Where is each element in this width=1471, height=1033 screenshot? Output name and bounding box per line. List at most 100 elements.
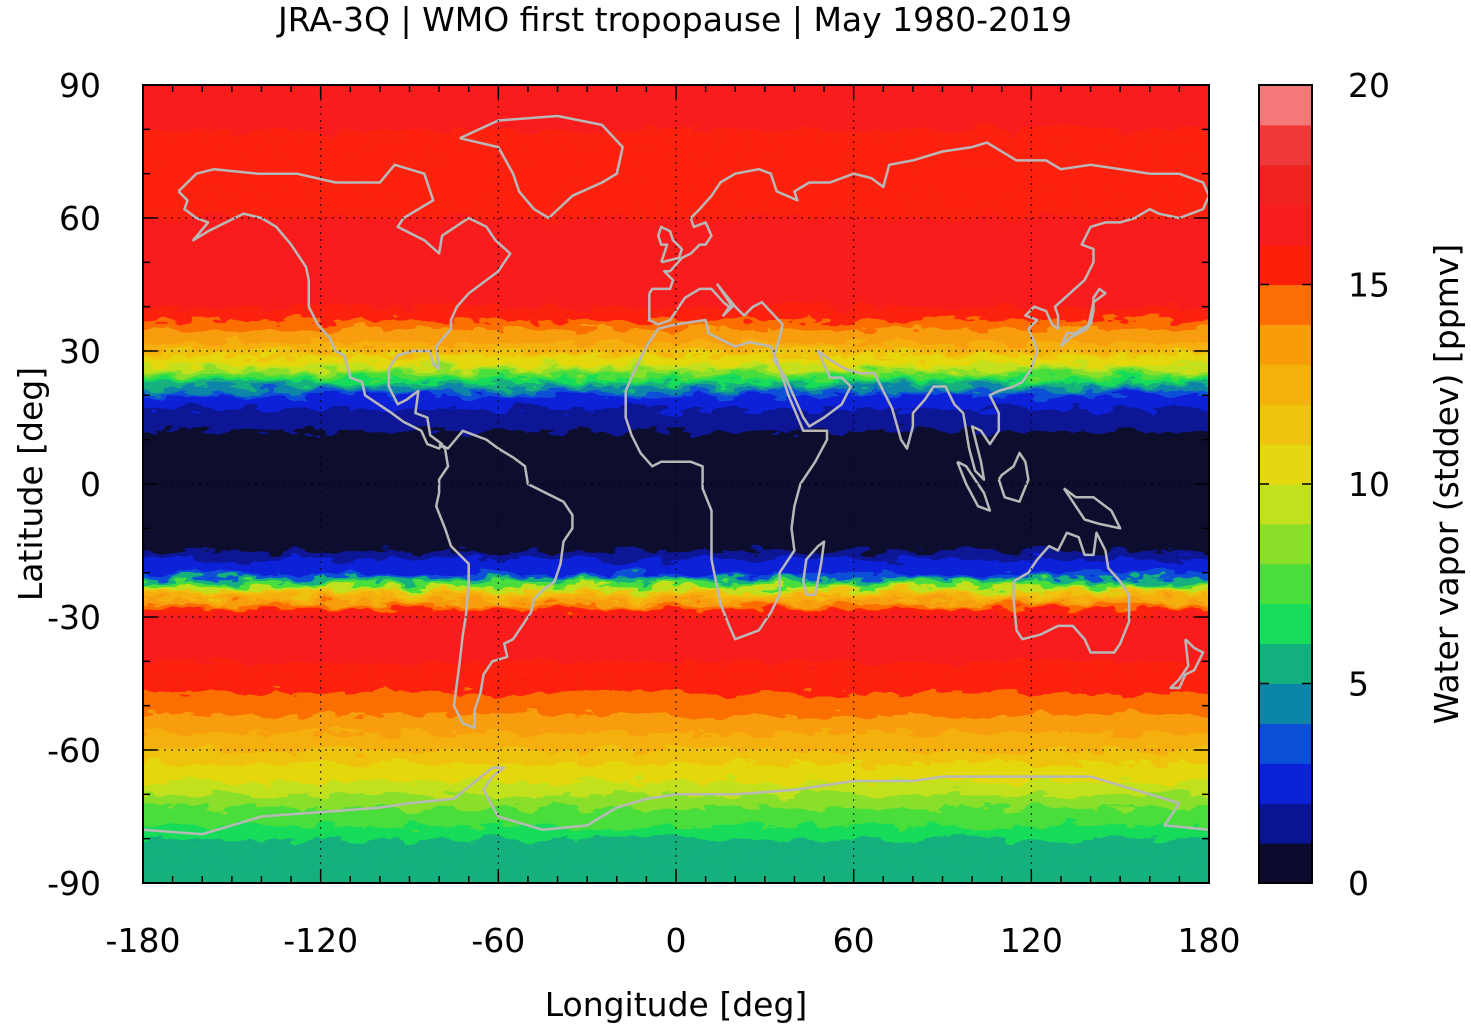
field-band <box>143 576 1209 583</box>
y-tick-label: 60 <box>59 199 101 238</box>
field-band <box>143 434 1209 441</box>
coastline-new-guinea <box>1062 487 1122 530</box>
field-band <box>143 204 1209 210</box>
colorbar-tick-label: 5 <box>1348 665 1369 704</box>
field-band <box>143 820 1209 826</box>
field-band <box>143 164 1209 170</box>
field-band <box>143 620 1209 627</box>
colorbar-level <box>1259 324 1312 365</box>
field-band <box>143 603 1209 609</box>
field-band <box>143 226 1209 232</box>
field-band <box>143 465 1209 472</box>
field-band <box>143 501 1209 507</box>
colorbar-level <box>1259 444 1312 485</box>
field-band <box>143 638 1209 645</box>
field-band <box>143 385 1209 392</box>
field-band <box>143 696 1209 702</box>
field-band <box>143 115 1209 122</box>
coastline-eurasia <box>648 141 1209 481</box>
field-band <box>143 212 1209 219</box>
colorbar-level <box>1259 763 1312 804</box>
colorbar-level <box>1259 164 1312 206</box>
field-band <box>143 337 1209 343</box>
field-band <box>143 572 1209 578</box>
x-tick-label: 60 <box>833 921 875 960</box>
field-band <box>143 549 1209 556</box>
field-band <box>143 793 1209 800</box>
colorbar-level <box>1259 364 1312 405</box>
field-band <box>143 421 1209 427</box>
field-band <box>143 682 1209 689</box>
field-band <box>143 142 1209 148</box>
field-band <box>143 456 1209 463</box>
field-band <box>143 563 1209 569</box>
field-band <box>143 270 1209 277</box>
field-band <box>143 616 1209 623</box>
colorbar-level <box>1259 603 1312 645</box>
field-band <box>143 744 1209 751</box>
field-band <box>143 394 1209 401</box>
field-band <box>143 430 1209 436</box>
coastline-sumatra <box>956 460 992 512</box>
y-tick-label: 0 <box>80 465 101 504</box>
coastline-south-america <box>434 429 574 730</box>
x-axis-label: Longitude [deg] <box>545 985 808 1024</box>
colorbar-level <box>1259 523 1312 565</box>
field-band <box>143 452 1209 458</box>
field-band <box>143 514 1209 521</box>
coastline-new-zealand <box>1169 638 1205 690</box>
field-band <box>143 288 1209 294</box>
field-band <box>143 731 1209 738</box>
field-band <box>143 217 1209 224</box>
y-tick-label: 30 <box>59 332 101 371</box>
field-band <box>143 749 1209 756</box>
field-band <box>143 780 1209 787</box>
field-band <box>143 297 1209 303</box>
field-band <box>143 842 1209 849</box>
field-band <box>143 319 1209 325</box>
field-band <box>143 598 1209 605</box>
field-band <box>143 833 1209 840</box>
field-band <box>143 354 1209 361</box>
field-band <box>143 492 1209 498</box>
field-band <box>143 838 1209 844</box>
field-band <box>143 186 1209 192</box>
field-band <box>143 372 1209 379</box>
coastline-north-america <box>177 163 512 450</box>
field-band <box>143 554 1209 560</box>
field-band <box>143 705 1209 711</box>
coastline-antarctica <box>143 766 1209 836</box>
field-band <box>143 567 1209 574</box>
field-band <box>143 736 1209 742</box>
field-band <box>123 887 1229 893</box>
coastline-australia <box>1012 531 1131 654</box>
y-tick-label: -90 <box>47 864 101 903</box>
colorbar-level <box>1259 563 1312 605</box>
field-band <box>143 851 1209 857</box>
coastline-borneo <box>997 451 1030 503</box>
colorbar-level <box>1259 204 1312 246</box>
colorbar: 0 5 10 15 20 <box>1258 66 1390 903</box>
field-band <box>143 647 1209 654</box>
colorbar-level <box>1259 284 1312 325</box>
field-band <box>143 252 1209 259</box>
colorbar-level <box>1259 683 1312 724</box>
colorbar-tick-label: 0 <box>1348 864 1369 903</box>
colorbar-label: Water vapor (stddev) [ppmv] <box>1427 244 1466 724</box>
map-area <box>123 76 1229 893</box>
coastline-greenland <box>459 114 624 220</box>
field-band <box>143 416 1209 423</box>
colorbar-level <box>1259 723 1312 764</box>
x-tick-label: -180 <box>106 921 181 960</box>
field-band <box>143 718 1209 724</box>
field-band <box>143 106 1209 113</box>
field-band <box>143 722 1209 729</box>
field-band <box>143 784 1209 791</box>
field-band <box>123 76 1229 82</box>
field-band <box>143 199 1209 206</box>
coastline-britain <box>656 225 684 264</box>
field-band <box>143 359 1209 365</box>
coastline-madagascar <box>802 540 826 597</box>
